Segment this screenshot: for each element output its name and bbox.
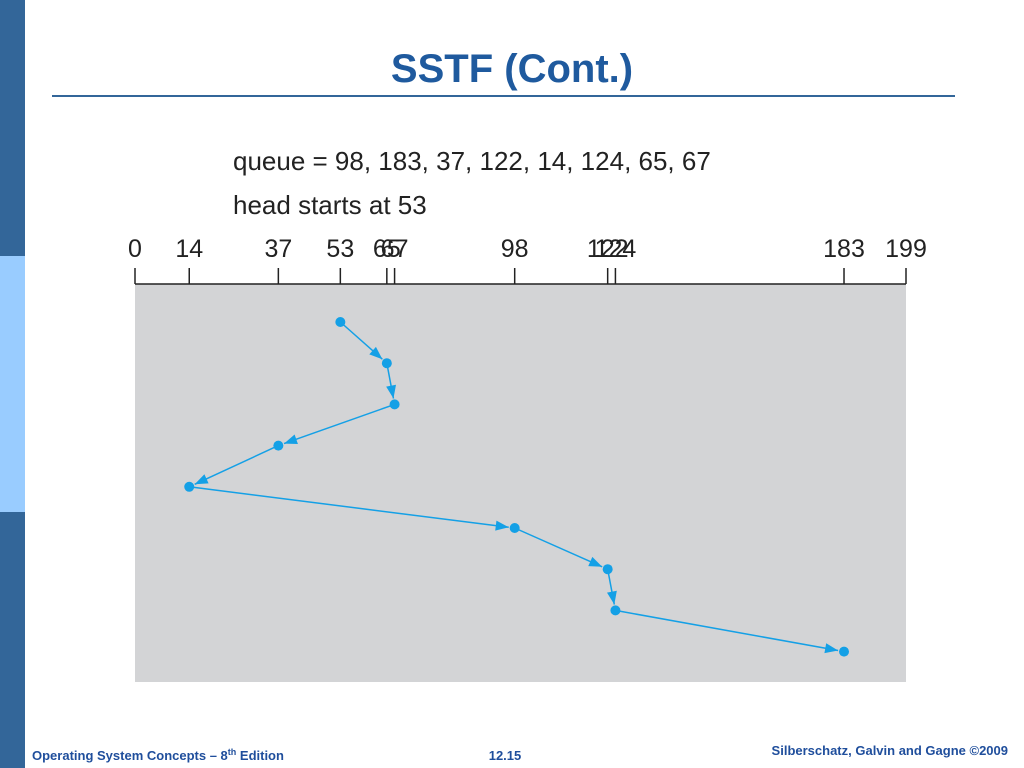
path-segment — [189, 486, 509, 528]
title: SSTF (Cont.) — [391, 47, 633, 91]
x-tick-label: 124 — [595, 235, 637, 263]
footer-page: 12.15 — [489, 748, 522, 763]
head-text: head starts at 53 — [233, 190, 427, 220]
head-position — [602, 564, 613, 575]
x-tick-label: 0 — [128, 235, 142, 263]
sidebar — [0, 512, 25, 768]
x-tick-label: 199 — [885, 235, 927, 263]
x-tick-label: 122 — [587, 235, 629, 263]
footer-book-text: Operating System Concepts – 8 — [32, 748, 228, 763]
queue-text: queue = 98, 183, 37, 122, 14, 124, 65, 6… — [233, 146, 711, 176]
arrow-head — [588, 556, 603, 567]
footer-sup: th — [228, 747, 237, 757]
path-segment — [283, 403, 395, 445]
head-position — [184, 481, 195, 492]
path-segment — [194, 444, 279, 485]
x-tick-label: 53 — [326, 235, 354, 263]
head-position — [381, 358, 392, 369]
path-segment — [514, 527, 603, 568]
head-position — [273, 440, 284, 451]
arrow-head — [194, 474, 209, 485]
x-tick-label: 14 — [175, 235, 203, 263]
plot-area — [135, 284, 906, 682]
sidebar — [0, 0, 25, 256]
arrow-head — [386, 384, 396, 399]
arrow-head — [495, 520, 509, 531]
head-position — [335, 317, 346, 327]
arrow-head — [284, 434, 298, 444]
arrow-head — [824, 643, 839, 654]
head-position — [509, 523, 520, 533]
arrow-head — [369, 346, 383, 360]
footer-book: Operating System Concepts – 8th Edition — [32, 747, 284, 763]
x-tick-label: 65 — [373, 235, 401, 263]
head-position — [839, 646, 850, 657]
x-tick-label: 37 — [264, 235, 292, 263]
footer-edition: Edition — [236, 748, 284, 763]
sidebar — [0, 256, 25, 512]
head-position — [389, 399, 400, 410]
x-tick-label: 183 — [823, 235, 865, 263]
path-segment — [615, 609, 839, 652]
arrow-head — [606, 590, 617, 605]
x-tick-label: 67 — [381, 235, 409, 263]
head-position — [610, 605, 621, 616]
x-tick-label: 98 — [501, 235, 529, 263]
footer-authors: Silberschatz, Galvin and Gagne ©2009 — [772, 743, 1008, 758]
